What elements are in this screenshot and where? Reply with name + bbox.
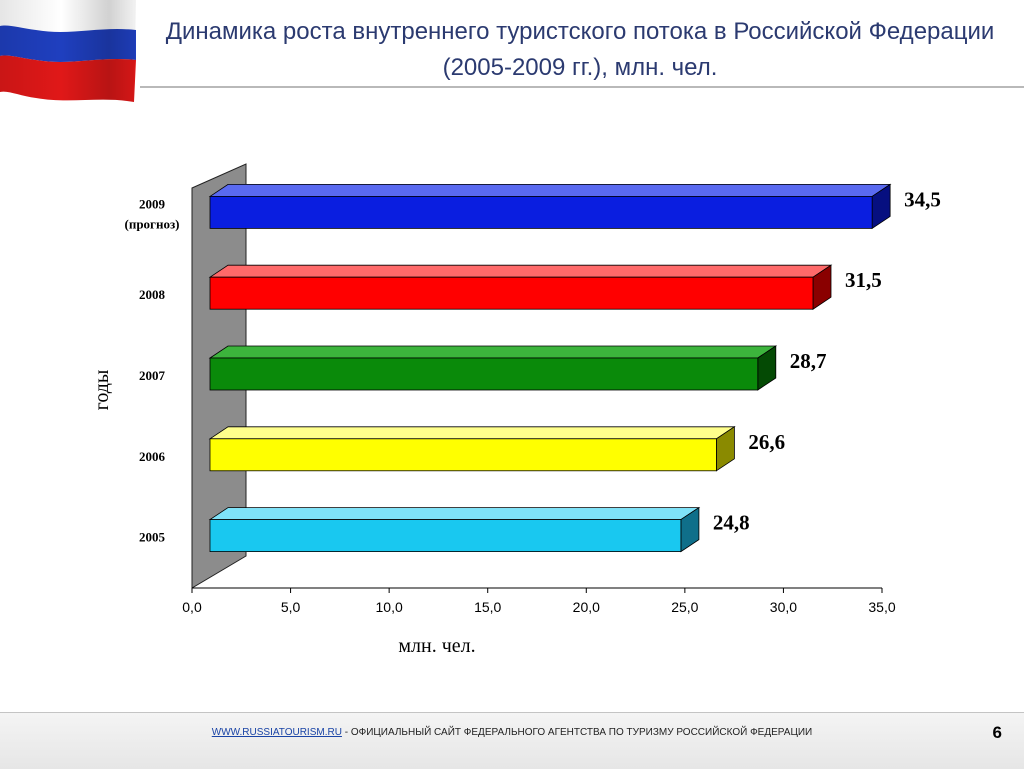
x-tick-label: 25,0 xyxy=(671,599,698,615)
bar-top-face xyxy=(208,507,701,521)
bar-data-label: 34,5 xyxy=(904,187,941,211)
site-link[interactable]: WWW.RUSSIATOURISM.RU xyxy=(211,727,342,738)
page-title: Динамика роста внутреннего туристского п… xyxy=(150,14,1010,86)
bar-data-label: 26,6 xyxy=(748,430,785,454)
bar-top-face xyxy=(208,345,778,359)
category-label: 2009 xyxy=(139,196,166,211)
x-tick-label: 5,0 xyxy=(281,599,301,615)
bar-top-face xyxy=(208,264,833,278)
page-number: 6 xyxy=(992,723,1002,742)
title-line-2: (2005-2009 гг.), млн. чел. xyxy=(442,54,718,81)
bar xyxy=(209,196,873,229)
slide-footer: WWW.RUSSIATOURISM.RU - ОФИЦИАЛЬНЫЙ САЙТ … xyxy=(0,712,1024,769)
header-divider xyxy=(140,86,1024,88)
y-axis-title: годы xyxy=(91,370,113,411)
tourism-bar-chart: 0,0 5,0 10,0 15,0 20,0 25,0 30,0 35,0 млн. чел. г… xyxy=(91,163,941,657)
bar xyxy=(209,519,682,553)
russian-flag-icon xyxy=(0,0,136,102)
footer-text: WWW.RUSSIATOURISM.RU - ОФИЦИАЛЬНЫЙ САЙТ … xyxy=(0,727,1024,738)
bar-data-label: 28,7 xyxy=(790,349,827,373)
x-tick-label: 0,0 xyxy=(182,599,202,615)
x-tick-label: 20,0 xyxy=(573,599,600,615)
bar-data-label: 24,8 xyxy=(713,511,750,535)
x-axis-title: млн. чел. xyxy=(398,635,475,657)
category-label: 2005 xyxy=(139,530,166,545)
category-label: 2007 xyxy=(139,368,166,383)
bar xyxy=(209,357,759,391)
bar xyxy=(209,276,814,310)
x-tick-label: 15,0 xyxy=(474,599,501,615)
x-tick-label: 10,0 xyxy=(376,599,403,615)
x-tick-label: 35,0 xyxy=(868,599,895,615)
slide-header: Динамика роста внутреннего туристского п… xyxy=(0,0,1024,102)
x-tick-label: 30,0 xyxy=(770,599,797,615)
category-label: 2006 xyxy=(139,449,166,464)
bar-data-label: 31,5 xyxy=(845,268,882,292)
bar-top-face xyxy=(208,426,736,440)
bar-top-face xyxy=(208,184,892,197)
category-label: 2008 xyxy=(139,287,166,302)
title-line-1: Динамика роста внутреннего туристского п… xyxy=(165,18,995,45)
category-label: (прогноз) xyxy=(125,216,180,231)
bar xyxy=(209,438,717,472)
footer-description: - ОФИЦИАЛЬНЫЙ САЙТ ФЕДЕРАЛЬНОГО АГЕНТСТВ… xyxy=(341,727,813,738)
